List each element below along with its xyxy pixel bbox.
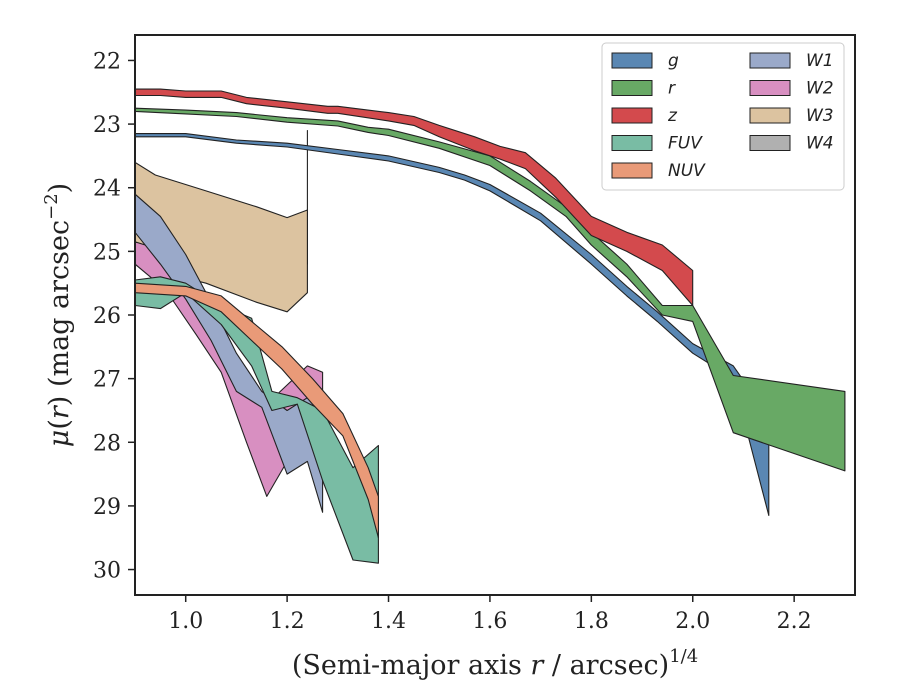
legend-swatch-w3 <box>749 107 791 124</box>
legend-swatch-w1 <box>749 52 791 69</box>
x-tick-label: 1.0 <box>168 609 203 634</box>
legend-swatch-r <box>611 80 653 96</box>
legend-label-fuv: FUV <box>668 134 703 154</box>
legend-swatch-g <box>611 52 653 69</box>
legend-label-w3: W3 <box>806 106 834 126</box>
axis-ticks: 1.0 1.2 1.4 1.6 1.8 2.0 2.2 22 23 24 25 26 27 28 29 30 <box>93 49 812 634</box>
profile-bands <box>135 88 846 564</box>
legend-label-w2: W2 <box>806 79 834 99</box>
legend-swatch-w4 <box>749 135 791 151</box>
x-tick-label: 2.0 <box>675 609 710 634</box>
x-axis-label: (Semi-major axis r / arcsec)1/4 <box>292 646 698 681</box>
y-tick-label: 26 <box>93 304 121 329</box>
x-tick-label: 1.6 <box>472 609 507 634</box>
legend-box <box>601 42 845 191</box>
y-axis-label: μ(r) (mag arcsec−2) <box>41 183 75 447</box>
legend-label-g: g <box>668 51 679 71</box>
y-tick-label: 24 <box>93 177 121 202</box>
y-tick-label: 30 <box>93 559 121 584</box>
band-z <box>135 88 694 307</box>
x-tick-label: 1.4 <box>371 609 406 634</box>
y-tick-label: 27 <box>93 368 121 393</box>
legend-label-w1: W1 <box>806 51 834 71</box>
y-tick-label: 22 <box>93 49 121 74</box>
y-tick-label: 28 <box>93 431 121 456</box>
y-tick-label: 29 <box>93 495 121 520</box>
legend-swatch-nuv <box>611 162 653 179</box>
y-tick-label: 25 <box>93 240 121 265</box>
y-tick-label: 23 <box>93 113 121 138</box>
legend-swatch-z <box>611 107 653 124</box>
band-r <box>135 107 846 472</box>
legend-label-z: z <box>667 106 678 126</box>
legend-label-w4: W4 <box>806 134 834 154</box>
x-tick-label: 1.8 <box>574 609 609 634</box>
legend: grz FUV NUV W1 W2 W3 W4 <box>601 42 845 191</box>
band-g <box>135 133 770 517</box>
legend-label-nuv: NUV <box>668 161 706 181</box>
legend-swatch-w2 <box>749 80 791 96</box>
legend-swatch-fuv <box>611 135 653 151</box>
x-tick-label: 2.2 <box>777 609 812 634</box>
band-nuv <box>135 282 379 539</box>
x-tick-label: 1.2 <box>270 609 305 634</box>
legend-label-r: r <box>668 79 676 99</box>
